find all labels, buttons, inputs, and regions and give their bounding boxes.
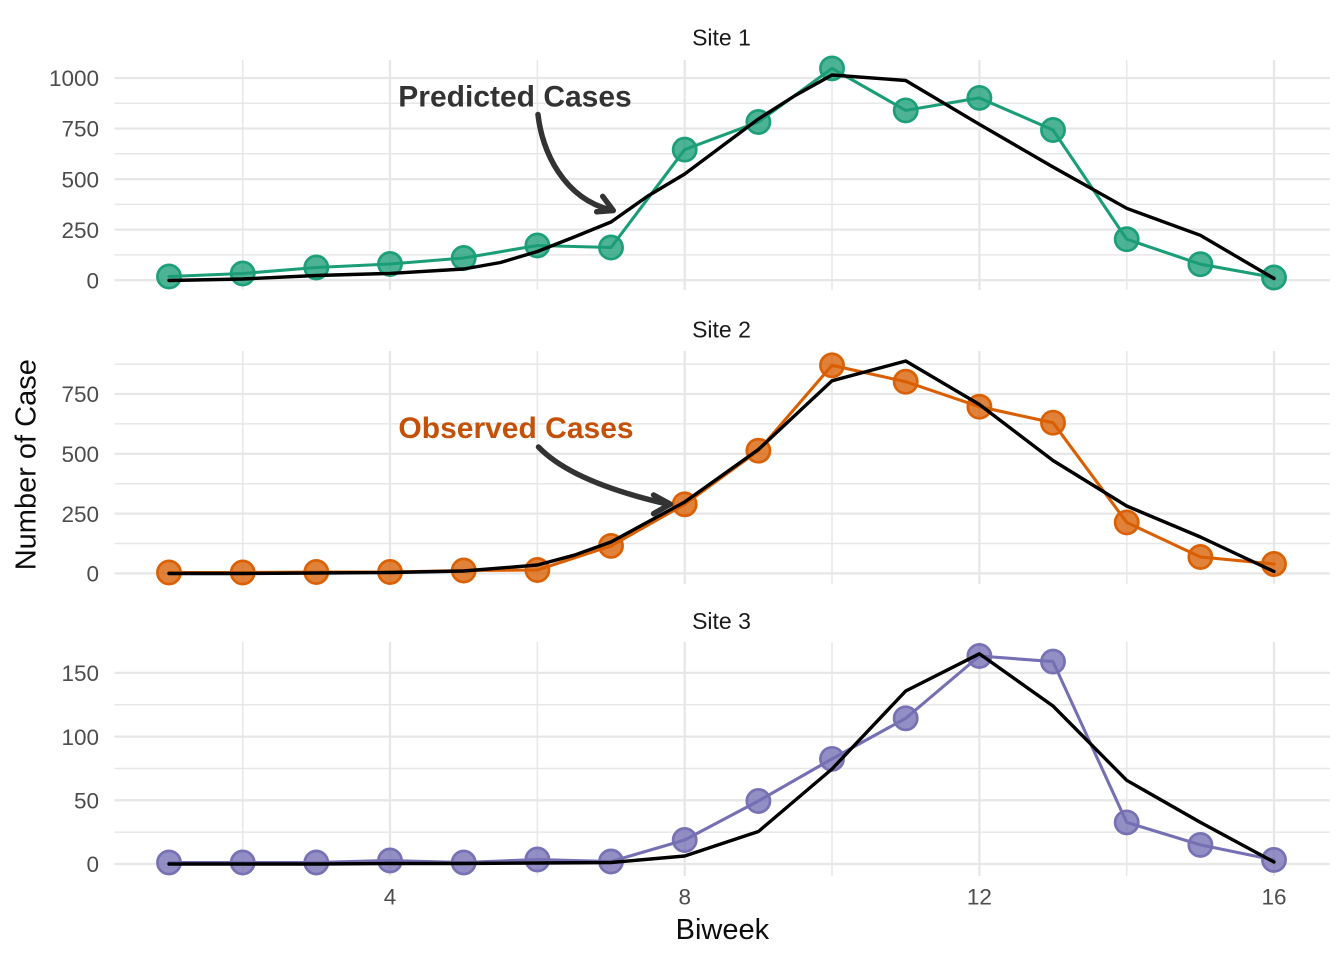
svg-text:Observed Cases: Observed Cases xyxy=(398,412,633,445)
svg-text:0: 0 xyxy=(86,852,99,877)
svg-text:Biweek: Biweek xyxy=(676,914,770,946)
svg-text:Site 1: Site 1 xyxy=(692,25,751,51)
svg-text:1000: 1000 xyxy=(49,66,99,91)
svg-text:Site 3: Site 3 xyxy=(692,608,751,634)
svg-text:12: 12 xyxy=(967,885,992,910)
svg-text:750: 750 xyxy=(61,117,99,142)
svg-text:100: 100 xyxy=(61,725,99,750)
svg-text:0: 0 xyxy=(86,268,99,293)
svg-text:Predicted Cases: Predicted Cases xyxy=(398,80,631,113)
svg-text:250: 250 xyxy=(61,218,99,243)
svg-text:250: 250 xyxy=(61,502,99,527)
svg-text:16: 16 xyxy=(1261,885,1286,910)
svg-text:Number of Case: Number of Case xyxy=(11,359,43,570)
svg-text:500: 500 xyxy=(61,442,99,467)
svg-text:Site 2: Site 2 xyxy=(692,317,751,343)
svg-text:50: 50 xyxy=(74,789,99,814)
svg-text:0: 0 xyxy=(86,562,99,587)
svg-text:500: 500 xyxy=(61,167,99,192)
svg-text:8: 8 xyxy=(678,885,691,910)
svg-text:150: 150 xyxy=(61,661,99,686)
svg-text:4: 4 xyxy=(384,885,397,910)
svg-text:750: 750 xyxy=(61,382,99,407)
